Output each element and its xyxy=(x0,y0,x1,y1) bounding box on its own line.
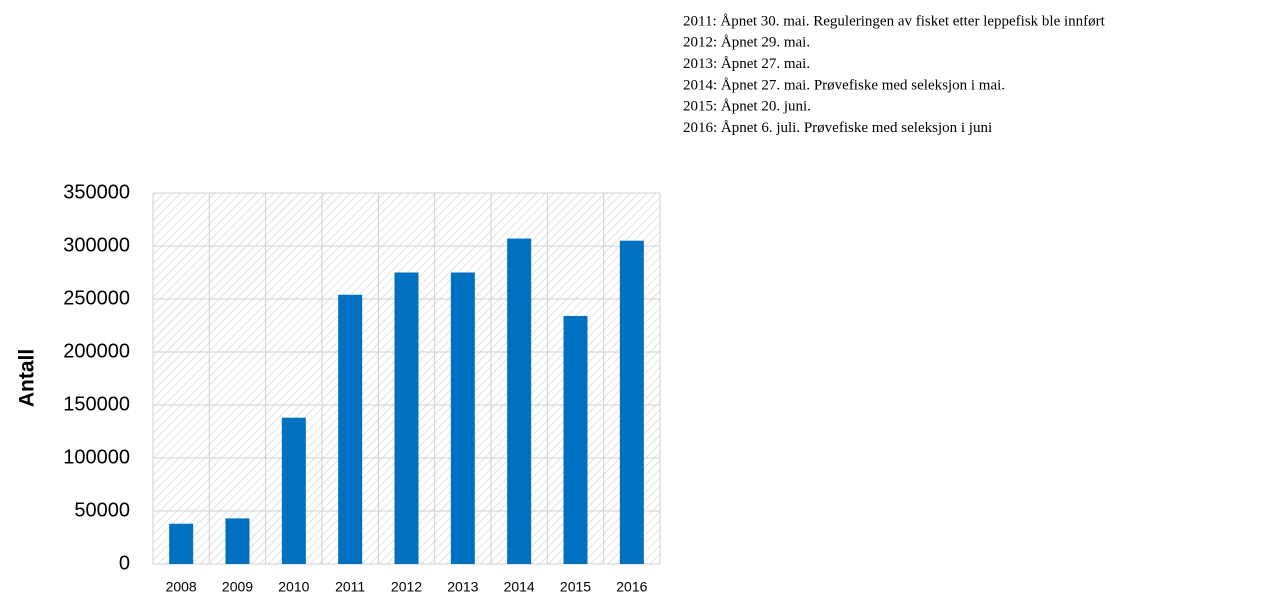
bar xyxy=(507,238,532,564)
y-tick-label: 200000 xyxy=(63,340,130,362)
x-tick-label: 2014 xyxy=(504,579,535,593)
note-line: 2015: Åpnet 20. juni. xyxy=(683,99,811,115)
bar xyxy=(450,272,475,564)
bar xyxy=(563,315,588,564)
y-axis-label: Antall xyxy=(16,349,39,407)
notes: 2011: Åpnet 30. mai. Reguleringen av fis… xyxy=(683,13,1106,136)
note-line: 2012: Åpnet 29. mai. xyxy=(683,35,810,51)
y-tick-label: 50000 xyxy=(74,499,130,521)
y-tick-label: 350000 xyxy=(63,181,130,203)
bar xyxy=(619,240,644,564)
bar xyxy=(225,518,250,564)
x-tick-label: 2016 xyxy=(616,579,647,593)
x-tick-label: 2010 xyxy=(278,579,309,593)
note-line: 2013: Åpnet 27. mai. xyxy=(683,56,810,72)
note-line: 2011: Åpnet 30. mai. Reguleringen av fis… xyxy=(683,13,1106,29)
x-tick-label: 2009 xyxy=(222,579,253,593)
note-line: 2016: Åpnet 6. juli. Prøvefiske med sele… xyxy=(683,120,992,136)
note-line: 2014: Åpnet 27. mai. Prøvefiske med sele… xyxy=(683,77,1005,93)
y-tick-label: 250000 xyxy=(63,287,130,309)
x-tick-label: 2012 xyxy=(391,579,422,593)
x-tick-label: 2011 xyxy=(335,579,365,593)
y-tick-label: 150000 xyxy=(63,393,130,415)
bar xyxy=(394,272,419,564)
x-tick-label: 2015 xyxy=(560,579,591,593)
y-tick-label: 300000 xyxy=(63,234,130,256)
x-tick-label: 2008 xyxy=(166,579,197,593)
bar xyxy=(281,417,306,564)
y-tick-label: 100000 xyxy=(63,446,130,468)
x-tick-label: 2013 xyxy=(447,579,478,593)
bar xyxy=(338,294,363,564)
y-tick-label: 0 xyxy=(119,552,130,574)
bar xyxy=(169,523,194,564)
